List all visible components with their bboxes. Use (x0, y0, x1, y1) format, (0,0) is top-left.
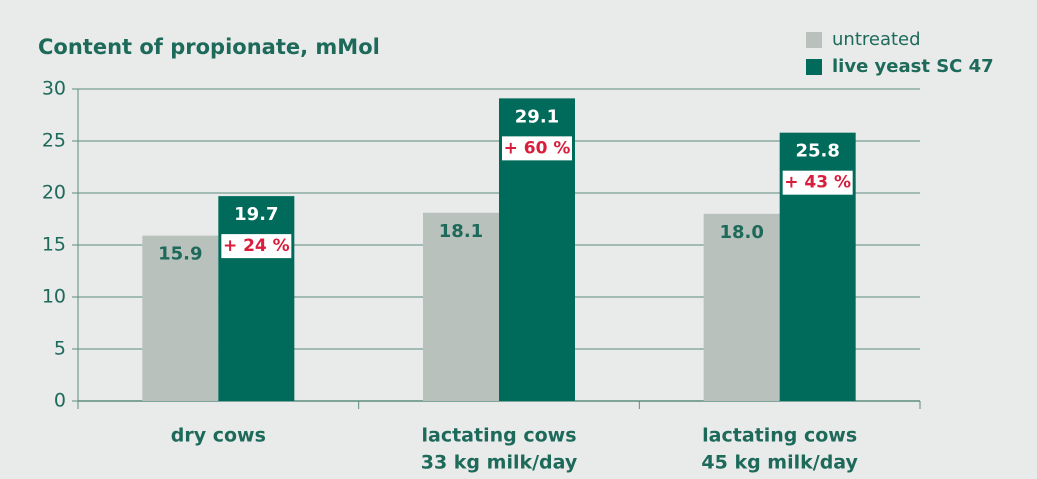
annotation: + 24 % (223, 236, 290, 256)
bar (218, 196, 295, 401)
bar (423, 212, 499, 401)
annotation-box (782, 170, 853, 195)
data-label: 18.0 (719, 222, 763, 243)
x-tick-label: 33 kg milk/day (421, 452, 578, 474)
x-tick-label: 45 kg milk/day (701, 452, 858, 474)
annotation: + 43 % (784, 173, 851, 193)
x-tick-label: lactating cows (421, 425, 576, 447)
legend-swatch (806, 59, 822, 75)
data-label: 29.1 (515, 106, 559, 127)
bar (142, 235, 219, 401)
data-label: 25.8 (795, 141, 839, 162)
y-tick-label: 20 (42, 182, 66, 204)
y-tick-label: 15 (42, 234, 66, 256)
y-tick-label: 5 (54, 338, 66, 360)
y-tick-label: 10 (42, 286, 66, 308)
y-tick-label: 0 (54, 390, 66, 412)
x-tick-label: lactating cows (702, 425, 857, 447)
annotation-box (502, 136, 572, 161)
x-tick-label: dry cows (171, 425, 266, 447)
legend-swatch (806, 32, 822, 48)
data-label: 18.1 (439, 221, 483, 242)
data-label: 15.9 (158, 244, 202, 265)
annotation-box (221, 234, 292, 259)
legend-label: live yeast SC 47 (832, 56, 994, 77)
y-tick-label: 25 (42, 130, 66, 152)
bar (703, 213, 780, 401)
chart-title: Content of propionate, mMol (38, 35, 380, 59)
annotation: + 60 % (504, 138, 571, 158)
y-tick-label: 30 (42, 78, 66, 100)
data-label: 19.7 (234, 204, 278, 225)
legend-label: untreated (832, 29, 921, 50)
